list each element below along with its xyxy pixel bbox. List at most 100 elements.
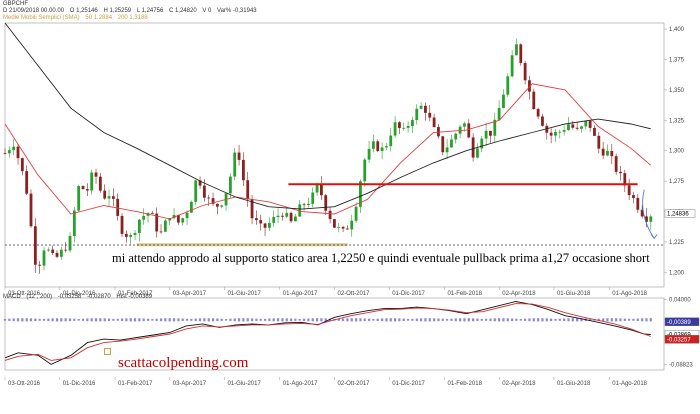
candle-body	[480, 138, 484, 149]
candle-body	[267, 222, 271, 228]
candle-body	[159, 231, 163, 233]
last-price-box	[664, 209, 696, 218]
candle-body	[623, 173, 627, 186]
macd-histogram-bar	[198, 318, 202, 322]
macd-histogram-bar	[155, 318, 158, 321]
candle-body	[584, 120, 588, 127]
macd-histogram-bar	[324, 318, 327, 322]
candle-body	[645, 216, 648, 222]
macd-histogram-bar	[246, 318, 249, 322]
candle-body	[289, 212, 293, 222]
macd-histogram-bar	[628, 318, 631, 321]
macd-histogram-bar	[229, 318, 232, 321]
macd-histogram-bar	[116, 318, 119, 321]
price-y-tick-label: 1,200	[669, 270, 685, 276]
price-x-tick-label: 02-Ott-2017	[338, 291, 371, 297]
candle-body	[294, 216, 297, 222]
macd-histogram-bar	[38, 318, 41, 321]
macd-histogram-bar	[428, 318, 431, 322]
candle-body	[155, 213, 159, 232]
macd-histogram-bar	[168, 318, 171, 322]
candle-body	[441, 136, 445, 153]
macd-histogram-bar	[125, 318, 128, 322]
macd-histogram-bar	[406, 318, 410, 321]
macd-histogram-bar	[302, 318, 306, 321]
macd-legend-signal: -0,02870	[87, 294, 111, 300]
macd-histogram-bar	[645, 318, 648, 322]
macd-x-tick-label: 01-Giu-2017	[227, 381, 261, 387]
macd-histogram-bar	[485, 318, 488, 321]
price-y-tick-label: 1,300	[669, 149, 685, 155]
sma-legend-200: 200 1,3188	[117, 15, 148, 21]
ohlc-low: L 1,24756	[136, 8, 164, 14]
macd-histogram-bar	[493, 318, 496, 322]
price-x-tick-label: 03-Apr-2017	[173, 291, 207, 297]
macd-histogram-bar	[393, 318, 397, 322]
macd-histogram-bar	[519, 318, 522, 321]
candle-body	[77, 186, 81, 211]
ohlc-line: D 21/09/2018 00.00.00 O 1,25146 H 1,2525…	[3, 8, 261, 15]
candle-body	[614, 156, 618, 172]
candle-body	[545, 125, 549, 133]
forecast-arrow-head	[650, 234, 658, 240]
macd-histogram-bar	[424, 318, 427, 322]
candle-body	[55, 252, 59, 257]
candle-body	[376, 141, 380, 151]
macd-histogram-bar	[649, 318, 652, 322]
price-x-tick-label: 01-Dic-2016	[63, 291, 96, 297]
macd-histogram-bar	[450, 318, 453, 321]
macd-histogram-bar	[354, 318, 358, 322]
candle-body	[315, 183, 319, 193]
candle-body	[228, 176, 232, 194]
candle-body	[29, 193, 33, 227]
macd-histogram-bar	[177, 318, 180, 322]
macd-histogram-bar	[90, 318, 93, 322]
macd-histogram-bar	[537, 318, 540, 322]
candle-body	[476, 148, 479, 158]
candle-body	[519, 44, 523, 63]
candle-body	[202, 185, 206, 198]
macd-histogram-bar	[272, 318, 275, 322]
candle-body	[419, 105, 423, 109]
macd-legend-title: MACD	[3, 294, 21, 300]
macd-y-tick-label: 0,04000	[669, 298, 691, 304]
candle-body	[367, 148, 371, 160]
candle-body	[558, 131, 562, 133]
candle-body	[298, 204, 302, 217]
candle-body	[398, 122, 401, 128]
price-x-tick-label: 01-Giu-2018	[557, 291, 591, 297]
candle-body	[328, 210, 332, 220]
macd-histogram-bar	[411, 318, 414, 321]
macd-histogram-bar	[446, 318, 449, 321]
macd-histogram-bar	[580, 318, 583, 322]
macd-histogram-bar	[441, 318, 444, 321]
macd-histogram-bar	[47, 318, 50, 322]
ohlc-open: O 1,25146	[69, 8, 98, 14]
macd-histogram-bar	[402, 318, 405, 322]
candle-body	[129, 235, 133, 237]
macd-line	[4, 301, 651, 365]
candle-body	[51, 249, 55, 253]
macd-histogram-bar	[558, 318, 561, 321]
macd-histogram-bar	[311, 318, 314, 322]
candle-body	[254, 218, 258, 221]
candle-body	[307, 203, 310, 206]
candle-body	[402, 127, 406, 129]
macd-histogram-bar	[21, 318, 24, 322]
sma-50-line	[4, 83, 652, 220]
candle-body	[25, 171, 29, 194]
macd-histogram-bar	[433, 318, 436, 322]
candle-body	[350, 220, 354, 230]
macd-histogram-bar	[203, 318, 206, 322]
macd-histogram-bar	[524, 318, 527, 321]
macd-histogram-bar	[554, 318, 557, 321]
sma-legend-title: Medie Mobili Semplici (SMA)	[3, 15, 80, 21]
price-x-tick-label: 01-Feb-2017	[118, 291, 153, 297]
macd-histogram-bar	[346, 318, 349, 322]
candle-body	[211, 198, 215, 204]
candle-body	[280, 215, 284, 217]
macd-histogram-bar	[315, 318, 319, 322]
macd-x-tick-label: 01-Dic-2017	[392, 381, 425, 387]
macd-histogram-bar	[73, 318, 76, 321]
price-y-tick-label: 1,225	[669, 240, 685, 246]
